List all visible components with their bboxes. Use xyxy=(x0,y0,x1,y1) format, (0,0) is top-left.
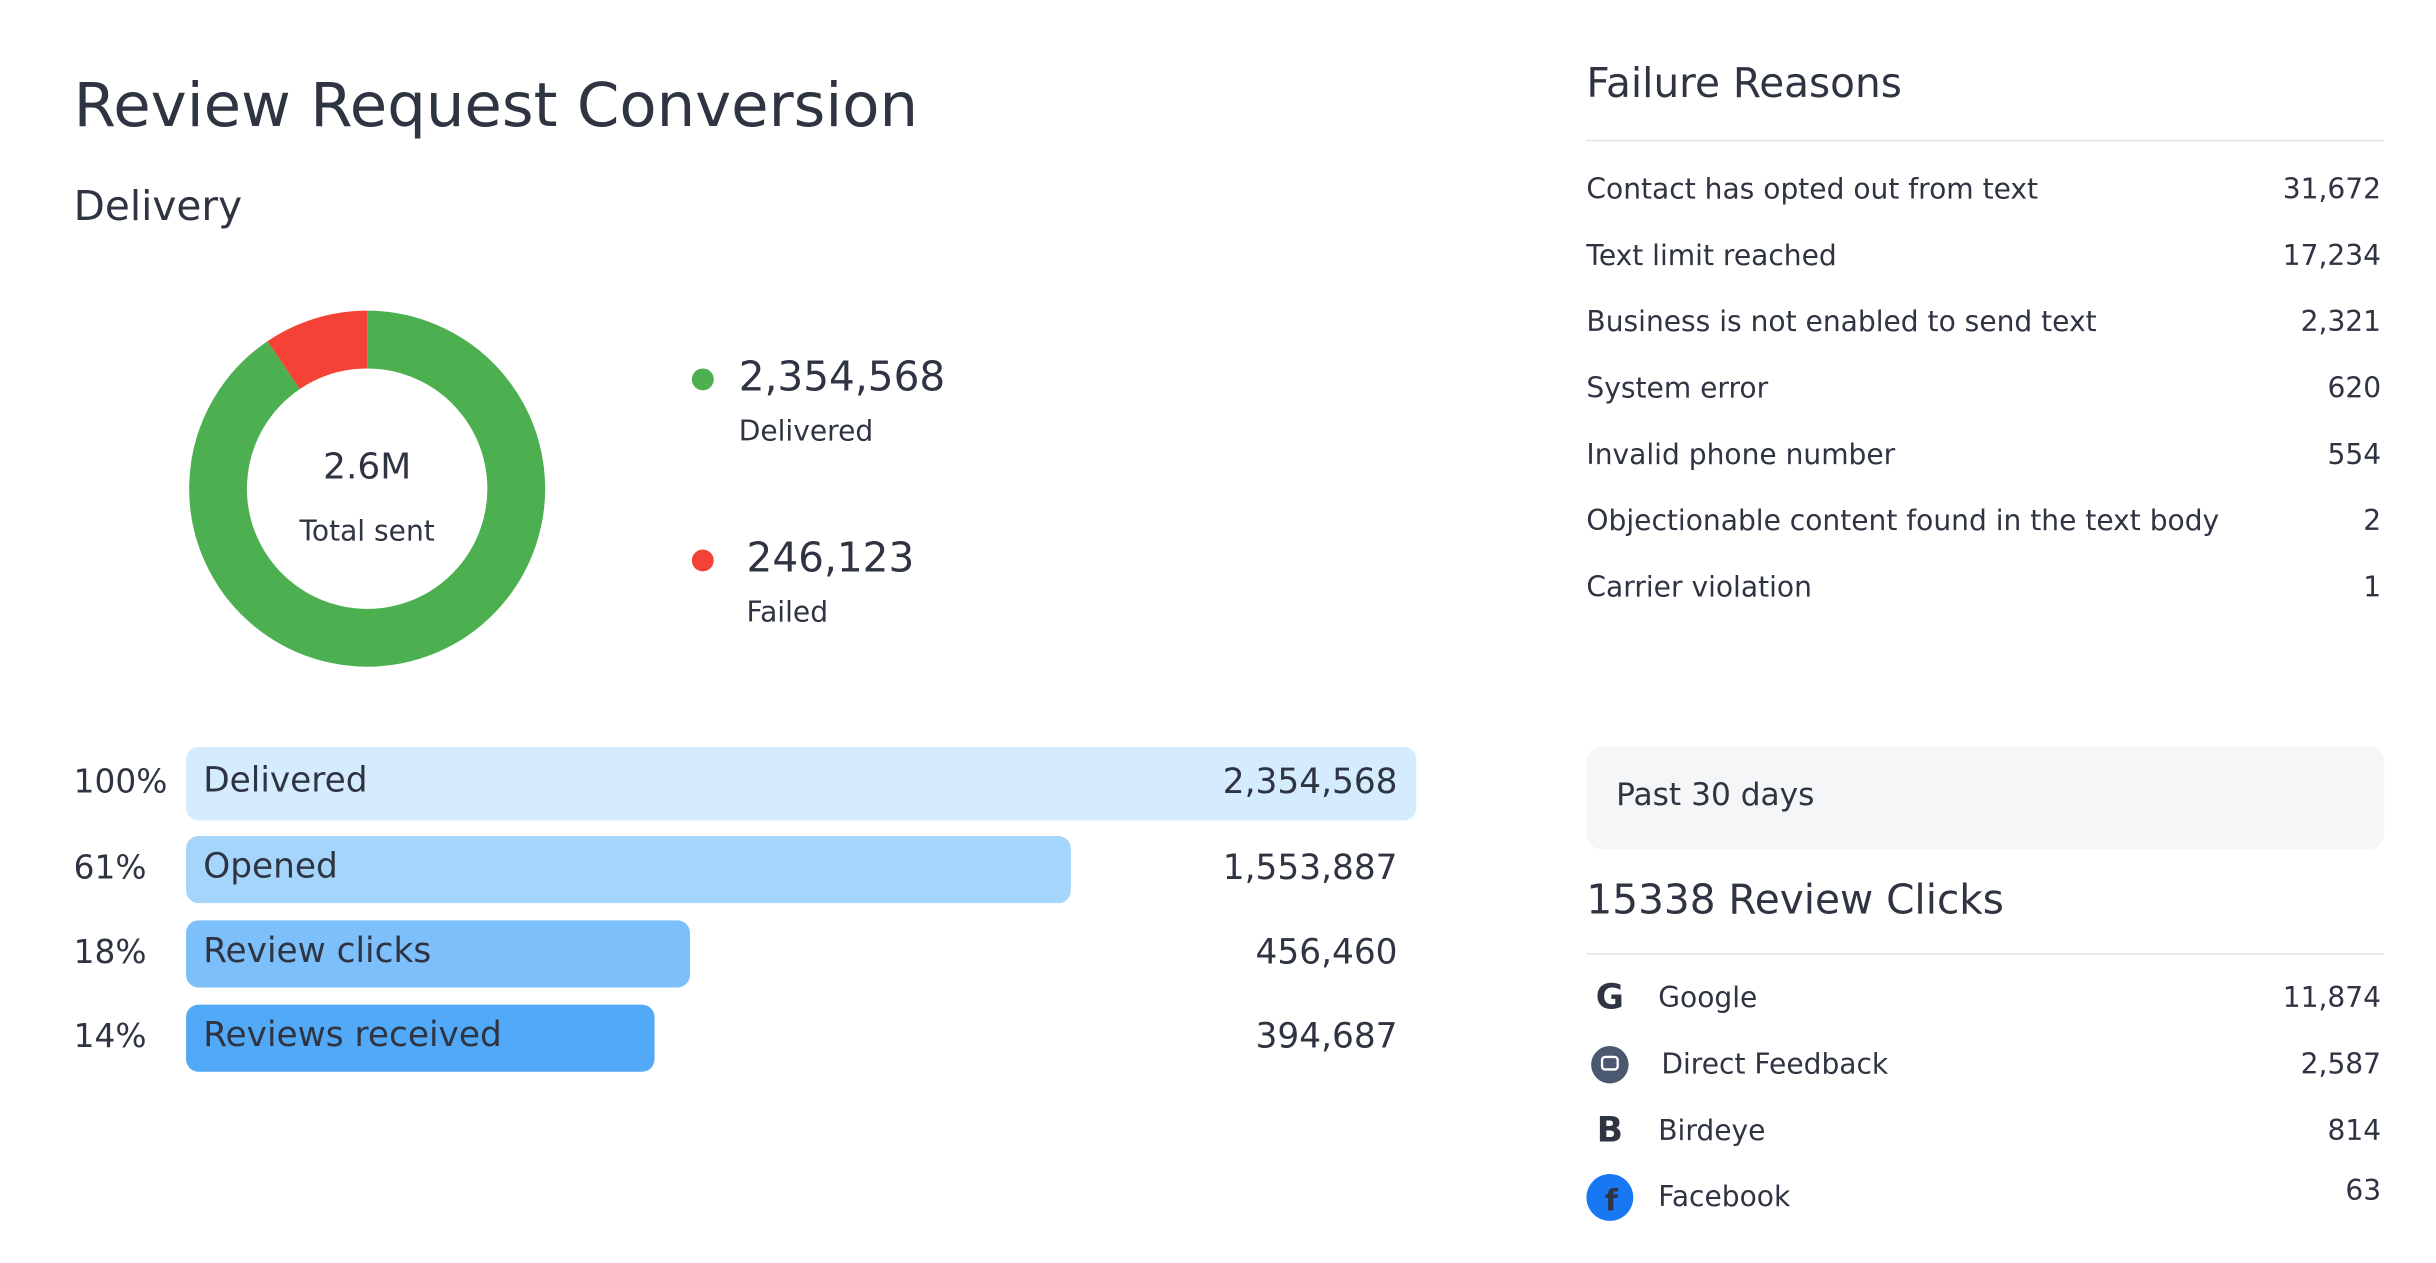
failure-value: 554 xyxy=(2327,438,2381,471)
funnel: 100% Delivered 2,354,568 61% Opened 1,553,887… xyxy=(74,747,1417,1072)
failure-label: Business is not enabled to send text xyxy=(1586,305,2096,338)
donut-segment xyxy=(267,310,369,390)
funnel-percent: 61% xyxy=(74,849,147,887)
facebook-icon: f xyxy=(1586,1174,1634,1221)
source-label: Facebook xyxy=(1658,1180,1791,1213)
source-value: 2,587 xyxy=(2301,1048,2381,1081)
failure-label: Objectionable content found in the text … xyxy=(1586,504,2219,537)
legend: 2,354,568 Delivered 246,123 Failed xyxy=(691,352,946,629)
google-g: G xyxy=(1596,978,1624,1018)
funnel-percent: 14% xyxy=(74,1017,147,1055)
funnel-count: 1,553,887 xyxy=(1223,848,1398,888)
failure-label: System error xyxy=(1586,372,1768,405)
funnel-name: Delivered xyxy=(203,761,367,801)
funnel-bar xyxy=(186,1004,655,1072)
source-list: Google 11,874 Direct Feedback 2,587 Birdeye 8… xyxy=(1658,981,2381,1213)
period-label: Past 30 days xyxy=(1616,777,1814,813)
legend-label: Delivered xyxy=(739,414,874,447)
failure-value: 31,672 xyxy=(2283,172,2381,205)
donut-segment xyxy=(189,310,546,667)
period-box xyxy=(1586,746,2385,850)
failure-label: Carrier violation xyxy=(1586,571,1811,604)
facebook-circle xyxy=(1586,1174,1634,1221)
failure-list: Contact has opted out from text 31,672 Tex… xyxy=(1585,172,2381,603)
funnel-name: Opened xyxy=(203,847,338,887)
section-title: Failure Reasons xyxy=(1586,59,1901,107)
source-value: 11,874 xyxy=(2283,981,2381,1014)
legend-label: Failed xyxy=(747,596,829,629)
source-value: 63 xyxy=(2345,1174,2381,1207)
legend-value: 246,123 xyxy=(747,533,915,581)
funnel-name: Reviews received xyxy=(203,1015,502,1055)
failure-value: 620 xyxy=(2327,372,2381,405)
feedback-bubble xyxy=(1600,1055,1619,1071)
donut-center-value: 2.6M xyxy=(323,446,411,487)
source-value: 814 xyxy=(2327,1114,2381,1147)
funnel-percent: 18% xyxy=(74,933,147,971)
failure-label: Invalid phone number xyxy=(1586,438,1895,471)
donut-chart xyxy=(189,310,546,667)
legend-dot xyxy=(691,549,714,572)
failure-value: 2 xyxy=(2363,504,2381,537)
legend-dot xyxy=(691,368,714,391)
section-title: Delivery xyxy=(74,182,242,230)
funnel-bar xyxy=(186,836,1071,904)
google-icon: G xyxy=(1596,978,1624,1018)
facebook-f: f xyxy=(1605,1183,1619,1218)
donut-center-label: Total sent xyxy=(299,514,435,547)
failure-label: Text limit reached xyxy=(1585,239,1836,272)
source-label: Birdeye xyxy=(1658,1114,1765,1147)
funnel-count: 2,354,568 xyxy=(1223,762,1398,802)
failure-value: 17,234 xyxy=(2283,239,2381,272)
funnel-name: Review clicks xyxy=(203,931,431,971)
feedback-icon xyxy=(1591,1045,1629,1084)
failure-value: 1 xyxy=(2363,571,2381,604)
failure-value: 2,321 xyxy=(2301,305,2381,338)
funnel-bar xyxy=(186,747,1417,821)
funnel-bar xyxy=(186,920,690,988)
birdeye-icon: B xyxy=(1597,1110,1623,1150)
source-label: Direct Feedback xyxy=(1661,1048,1889,1081)
funnel-count: 394,687 xyxy=(1256,1017,1398,1057)
funnel-percent: 100% xyxy=(74,763,168,801)
source-label: Google xyxy=(1658,981,1757,1014)
failure-label: Contact has opted out from text xyxy=(1586,172,2038,205)
funnel-count: 456,460 xyxy=(1256,932,1398,972)
page-title: Review Request Conversion xyxy=(74,70,918,141)
section-title: 15338 Review Clicks xyxy=(1586,875,2004,923)
birdeye-b: B xyxy=(1597,1110,1623,1150)
feedback-circle xyxy=(1591,1045,1629,1084)
legend-value: 2,354,568 xyxy=(739,352,946,400)
